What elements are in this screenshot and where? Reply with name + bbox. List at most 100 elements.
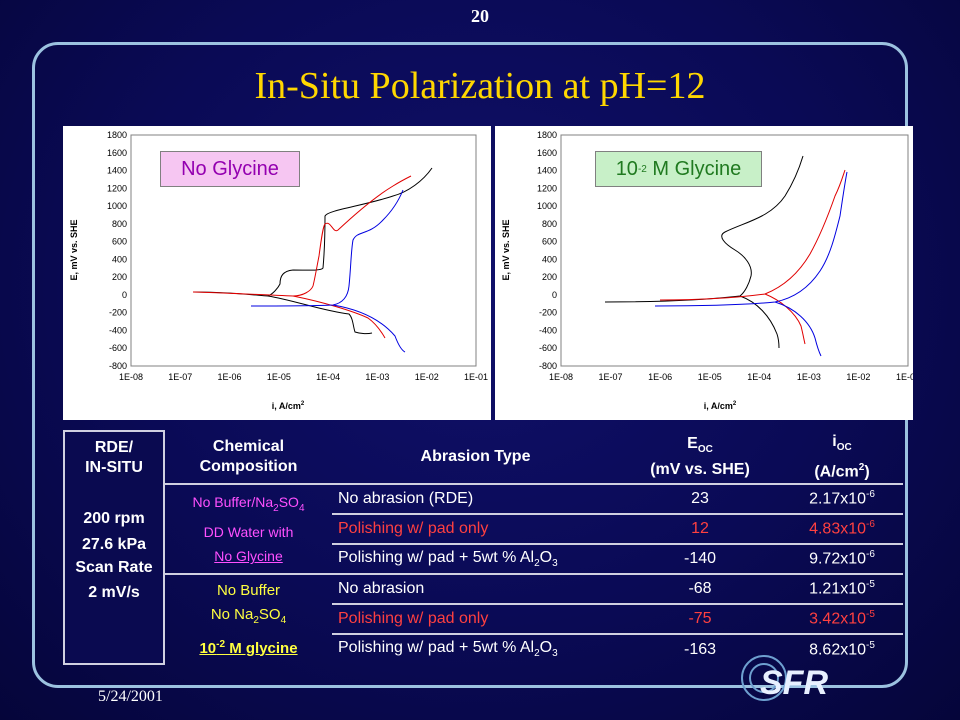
- chart-no-glycine-svg: 1800 1600 1400 1200 1000 800 600 400 200 0 -200 -40…: [69, 130, 488, 411]
- abrasion-type-1: No abrasion (RDE): [332, 483, 619, 514]
- x-axis-label: i, A/cm2: [272, 401, 305, 411]
- abrasion-type-2: Polishing w/ pad only: [332, 513, 619, 544]
- y-tick-label: 1200: [537, 183, 557, 193]
- chart-label-glycine: 10 -2 M Glycine: [595, 151, 762, 187]
- abrasion-type-4: No abrasion: [332, 573, 619, 604]
- x-tick-label: 1E-02: [846, 372, 870, 382]
- y-tick-label: 1200: [107, 183, 127, 193]
- y-tick-label: -600: [109, 343, 127, 353]
- x-tick-label: 1E-06: [218, 372, 242, 382]
- x-tick-label: 1E-05: [698, 372, 722, 382]
- y-axis-label: E, mV vs. SHE: [501, 219, 511, 280]
- composition-glycine: No Buffer No Na2SO4 10-2 M glycine: [164, 573, 332, 664]
- y-tick-label: 600: [112, 237, 127, 247]
- y-tick-label: -400: [539, 325, 557, 335]
- y-tick-label: -600: [539, 343, 557, 353]
- y-tick-label: 1000: [537, 201, 557, 211]
- eoc-2: 12: [619, 513, 781, 544]
- table-header-row: RDE/IN-SITU Chemical Composition Abrasio…: [63, 430, 903, 484]
- black-curve: [192, 167, 433, 297]
- y-tick-label: 400: [542, 254, 557, 264]
- slide-title: In-Situ Polarization at pH=12: [254, 65, 706, 107]
- pressure-text: 27.6 kPa: [81, 536, 147, 553]
- table-row: Polishing w/ pad only -75 3.42x10-5: [64, 603, 903, 634]
- plot-area: [130, 134, 477, 367]
- y-tick-label: 200: [112, 272, 127, 282]
- x-tick-label: 1E-08: [119, 372, 143, 382]
- plot-area: [560, 134, 909, 367]
- y-tick-label: 1800: [107, 130, 127, 140]
- blue-curve-cathodic: [774, 301, 822, 357]
- y-tick-label: 1600: [537, 148, 557, 158]
- eoc-5: -75: [619, 603, 781, 634]
- eoc-4: -68: [619, 573, 781, 604]
- x-tick-label: 1E-06: [648, 372, 672, 382]
- y-tick-label: 800: [542, 219, 557, 229]
- y-tick-label: 1400: [107, 166, 127, 176]
- x-tick-label: 1E-04: [316, 372, 340, 382]
- x-tick-label: 1E-03: [365, 372, 389, 382]
- x-tick-label: 1E-02: [415, 372, 439, 382]
- y-tick-label: 0: [552, 290, 557, 300]
- y-axis-label: E, mV vs. SHE: [69, 219, 79, 280]
- chart-glycine-svg: 1800 1600 1400 1200 1000 800 600 400 200 0 -200 -40…: [501, 130, 913, 411]
- rpm-text: 200 rpm: [83, 510, 145, 527]
- table-row: Polishing w/ pad + 5wt % Al2O3 -163 8.62…: [64, 633, 903, 664]
- abrasion-type-5: Polishing w/ pad only: [332, 603, 619, 634]
- x-tick-label: 1E-08: [549, 372, 573, 382]
- blue-curve: [654, 171, 848, 307]
- ioc-6: 8.62x10-5: [781, 633, 903, 664]
- ioc-4: 1.21x10-5: [781, 573, 903, 604]
- eoc-1: 23: [619, 483, 781, 514]
- y-tick-label: 1000: [107, 201, 127, 211]
- y-tick-label: 1800: [537, 130, 557, 140]
- x-tick-label: 1E-07: [168, 372, 192, 382]
- svg-text:SFR: SFR: [760, 664, 828, 702]
- table-row: No Buffer No Na2SO4 10-2 M glycine No ab…: [64, 573, 903, 664]
- ioc-3: 9.72x10-6: [781, 543, 903, 574]
- results-table: RDE/IN-SITU Chemical Composition Abrasio…: [63, 430, 903, 665]
- y-tick-label: 400: [112, 254, 127, 264]
- y-tick-label: -400: [109, 325, 127, 335]
- red-curve: [192, 175, 412, 297]
- footer-date: 5/24/2001: [98, 688, 163, 705]
- y-tick-label: 0: [122, 290, 127, 300]
- x-axis-label: i, A/cm2: [704, 401, 737, 411]
- y-tick-label: -800: [539, 361, 557, 371]
- y-tick-label: -200: [539, 308, 557, 318]
- ioc-1: 2.17x10-6: [781, 483, 903, 514]
- y-tick-label: -800: [109, 361, 127, 371]
- x-tick-label: 1E-05: [267, 372, 291, 382]
- sfr-logo: SFR: [741, 655, 828, 702]
- black-curve-cathodic: [267, 295, 373, 335]
- red-curve-cathodic: [764, 293, 806, 345]
- abrasion-type-3: Polishing w/ pad + 5wt % Al2O3: [332, 543, 619, 574]
- header-ioc: iOC (A/cm2): [814, 432, 870, 481]
- red-curve-cathodic: [292, 295, 386, 339]
- blue-curve-cathodic: [332, 304, 406, 353]
- x-tick-label: 1E-07: [599, 372, 623, 382]
- scan-rate-label: Scan Rate: [75, 559, 153, 576]
- table-row: Polishing w/ pad only 12 4.83x10-6: [64, 513, 903, 544]
- header-abrasion-type: Abrasion Type: [420, 448, 531, 465]
- blue-curve: [250, 189, 404, 307]
- x-tick-label: 1E-01: [896, 372, 913, 382]
- slide-number: 20: [471, 6, 489, 26]
- x-tick-label: 1E-04: [747, 372, 771, 382]
- abrasion-type-6: Polishing w/ pad + 5wt % Al2O3: [332, 633, 619, 664]
- y-tick-label: 800: [112, 219, 127, 229]
- composition-no-glycine: No Buffer/Na2SO4 DD Water with No Glycin…: [164, 483, 332, 574]
- x-tick-label: 1E-03: [797, 372, 821, 382]
- y-tick-label: 1600: [107, 148, 127, 158]
- y-tick-label: -200: [109, 308, 127, 318]
- eoc-3: -140: [619, 543, 781, 574]
- ioc-5: 3.42x10-5: [781, 603, 903, 634]
- header-eoc: EOC (mV vs. SHE): [650, 434, 750, 479]
- table-row: 200 rpm 27.6 kPa Scan Rate 2 mV/s No Buf…: [63, 483, 903, 665]
- conditions-cell: 200 rpm 27.6 kPa Scan Rate 2 mV/s: [63, 484, 165, 665]
- y-tick-label: 1400: [537, 166, 557, 176]
- header-chemical-composition: Chemical Composition: [199, 438, 298, 475]
- y-tick-label: 600: [542, 237, 557, 247]
- x-tick-label: 1E-01: [464, 372, 488, 382]
- chart-label-no-glycine: No Glycine: [160, 151, 300, 187]
